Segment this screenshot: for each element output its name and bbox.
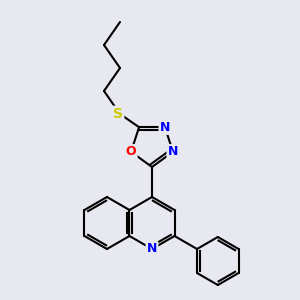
Text: N: N — [168, 145, 178, 158]
Text: S: S — [113, 107, 123, 121]
Text: N: N — [160, 121, 170, 134]
Text: O: O — [126, 145, 136, 158]
Text: N: N — [147, 242, 157, 256]
